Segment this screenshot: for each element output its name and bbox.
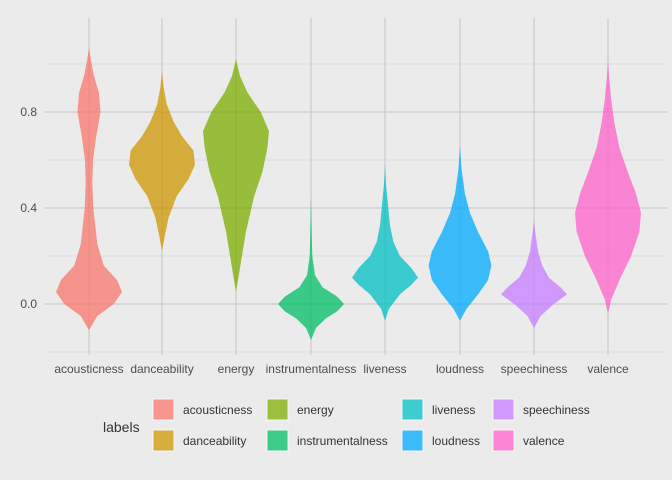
y-tick-label: 0.4 bbox=[20, 201, 37, 215]
legend-key-speechiness bbox=[493, 399, 514, 420]
legend-key-valence bbox=[493, 430, 514, 451]
legend-key-acousticness bbox=[153, 399, 174, 420]
legend-key-instrumentalness bbox=[267, 430, 288, 451]
violin-speechiness bbox=[501, 220, 567, 328]
legend-key-liveness bbox=[402, 399, 423, 420]
violin-valence bbox=[575, 59, 641, 314]
y-axis-ticks: 0.0 0.4 0.8 bbox=[20, 105, 37, 311]
x-tick-label: instrumentalness bbox=[266, 362, 357, 376]
x-tick-label: loudness bbox=[436, 362, 484, 376]
legend-label-valence: valence bbox=[523, 434, 565, 448]
legend-label-danceability: danceability bbox=[183, 434, 246, 448]
x-axis-ticks: acousticness danceability energy instrument… bbox=[54, 362, 629, 376]
y-tick-label: 0.0 bbox=[20, 297, 37, 311]
x-tick-label: speechiness bbox=[501, 362, 568, 376]
legend-label-instrumentalness: instrumentalness bbox=[297, 434, 388, 448]
y-tick-label: 0.8 bbox=[20, 105, 37, 119]
legend-key-danceability bbox=[153, 430, 174, 451]
x-tick-label: danceability bbox=[130, 362, 193, 376]
legend-title: labels bbox=[103, 419, 140, 435]
violin-energy bbox=[203, 59, 269, 293]
violin-danceability bbox=[129, 71, 195, 252]
x-tick-label: valence bbox=[587, 362, 629, 376]
violin-loudness bbox=[428, 145, 492, 321]
legend-label-acousticness: acousticness bbox=[183, 403, 252, 417]
violin-acousticness bbox=[56, 47, 122, 331]
violins bbox=[56, 47, 641, 340]
legend-label-energy: energy bbox=[297, 403, 334, 417]
violin-liveness bbox=[352, 164, 418, 321]
legend-label-loudness: loudness bbox=[432, 434, 480, 448]
x-tick-label: acousticness bbox=[54, 362, 123, 376]
violin-instrumentalness bbox=[278, 196, 344, 340]
legend-label-liveness: liveness bbox=[432, 403, 475, 417]
x-tick-label: liveness bbox=[363, 362, 406, 376]
legend-key-loudness bbox=[402, 430, 423, 451]
legend: labels acousticness danceability energy ins… bbox=[103, 398, 590, 452]
legend-key-energy bbox=[267, 399, 288, 420]
x-tick-label: energy bbox=[218, 362, 255, 376]
legend-label-speechiness: speechiness bbox=[523, 403, 590, 417]
